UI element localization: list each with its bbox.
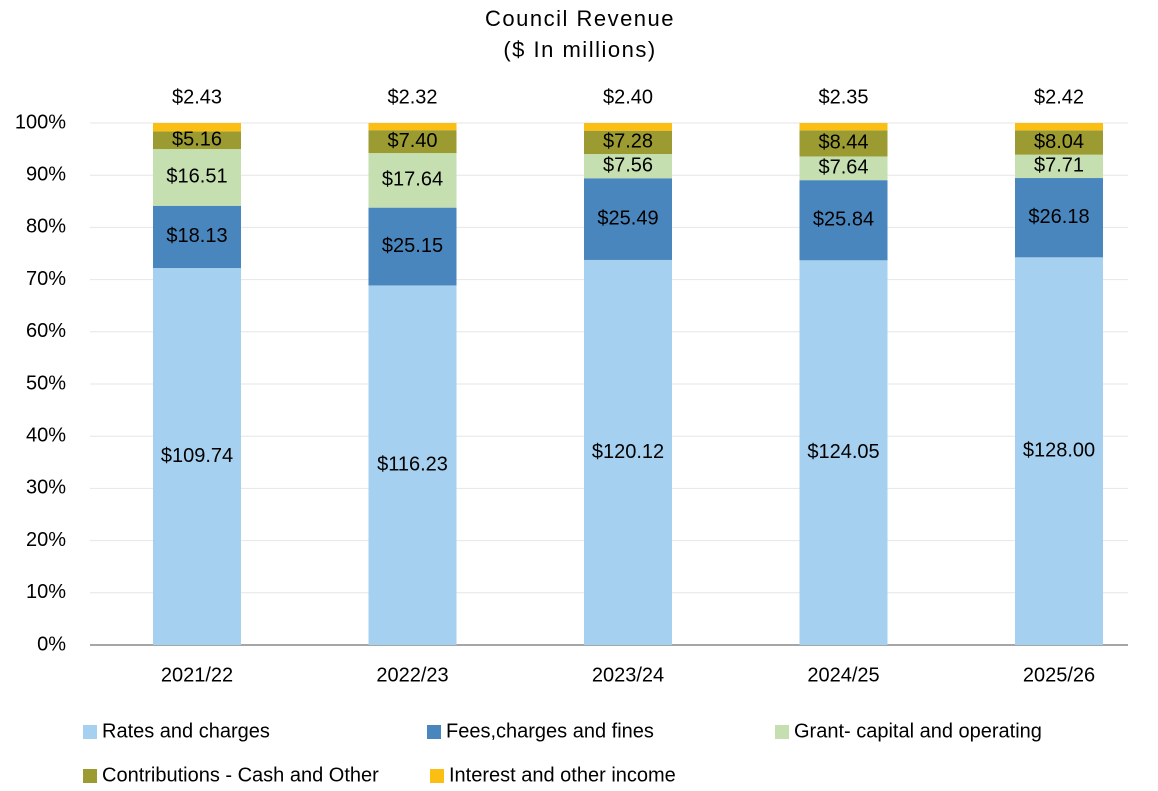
data-label: $16.51 [166,166,227,188]
legend-swatch [83,725,97,739]
bar-segment [368,285,457,645]
x-tick-label: 2023/24 [592,664,664,686]
bar-segment [584,154,672,179]
bar-segment [153,123,241,132]
data-label: $8.04 [1034,131,1084,153]
chart-subtitle: ($ In millions) [503,37,656,62]
y-tick-label: 0% [37,633,66,655]
legend-label: Contributions - Cash and Other [102,764,379,786]
bar-segment [1015,154,1103,179]
bar-segment [799,130,888,157]
legend-swatch [430,769,444,783]
data-label: $7.40 [387,130,437,152]
data-label: $7.56 [603,154,653,176]
legend-label: Rates and charges [102,720,270,742]
legend-label: Fees,charges and fines [446,720,654,742]
data-label: $2.40 [603,86,653,108]
legend-swatch [427,725,441,739]
bar-segment [1015,257,1103,645]
y-tick-label: 80% [26,216,66,238]
data-label: $2.32 [387,86,437,108]
data-label: $18.13 [166,225,227,247]
bar-segment [368,207,457,286]
bar-segment [584,259,672,645]
y-tick-label: 90% [26,163,66,185]
bar-segment [368,130,457,154]
data-label: $128.00 [1023,439,1095,461]
x-tick-label: 2024/25 [807,664,879,686]
data-label: $2.42 [1034,86,1084,108]
data-label: $7.71 [1034,155,1084,177]
data-label: $109.74 [161,445,233,467]
data-label: $25.49 [597,207,658,229]
data-label: $5.16 [172,128,222,150]
x-tick-label: 2022/23 [376,664,448,686]
chart-title: Council Revenue [485,6,675,31]
x-tick-label: 2021/22 [161,664,233,686]
y-tick-label: 40% [26,424,66,446]
y-tick-label: 20% [26,529,66,551]
bar-segment [153,205,241,269]
data-label: $7.28 [603,131,653,153]
data-label: $26.18 [1028,206,1089,228]
bar-segment [1015,130,1103,155]
legend-swatch [775,725,789,739]
data-label: $2.43 [172,86,222,108]
bar-segment [153,131,241,150]
legend-swatch [83,769,97,783]
y-tick-label: 60% [26,320,66,342]
y-tick-label: 10% [26,581,66,603]
bar-segment [799,180,888,261]
y-tick-label: 70% [26,268,66,290]
bar-segment [368,153,457,208]
bar-segment [799,123,888,131]
bar-segment [153,149,241,206]
data-label: $25.84 [813,209,874,231]
bar-segment [1015,123,1103,131]
y-tick-label: 30% [26,477,66,499]
bar-segment [368,123,457,131]
data-label: $124.05 [807,441,879,463]
bar-segment [799,156,888,181]
legend-label: Interest and other income [449,764,676,786]
bar-segment [584,178,672,260]
bar-segment [584,123,672,131]
x-tick-label: 2025/26 [1023,664,1095,686]
legend-label: Grant- capital and operating [794,720,1042,742]
y-tick-label: 50% [26,372,66,394]
y-tick-label: 100% [15,111,66,133]
data-label: $25.15 [382,235,443,257]
bar-segment [799,260,888,645]
bar-segment [584,130,672,155]
bar-segment [153,268,241,645]
data-label: $120.12 [592,441,664,463]
data-label: $116.23 [377,454,448,476]
data-label: $17.64 [382,169,443,191]
data-label: $7.64 [818,157,868,179]
data-label: $8.44 [818,132,868,154]
data-label: $2.35 [818,86,868,108]
bar-segment [1015,178,1103,258]
